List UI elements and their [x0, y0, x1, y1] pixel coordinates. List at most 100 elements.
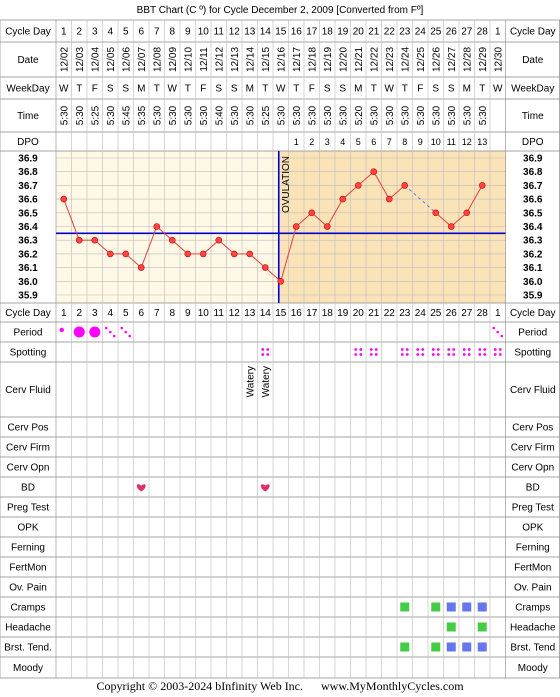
- row-label-bg: [0, 437, 56, 457]
- row-label-bg: [505, 77, 560, 99]
- row-label-bg: [0, 537, 56, 557]
- spotting-dot: [354, 348, 358, 351]
- spotting-dot: [447, 353, 451, 356]
- spotting-dot: [354, 353, 358, 356]
- row-label-bg: [505, 99, 560, 132]
- temperature-point: [60, 195, 68, 203]
- spotting-dot: [400, 353, 404, 356]
- time-cell: 5:30: [106, 105, 117, 125]
- date-cell: 12/07: [137, 47, 148, 72]
- temperature-segment: [388, 185, 406, 200]
- temperature-segment: [280, 226, 297, 282]
- temperature-segment: [218, 239, 235, 255]
- weekday-cell: T: [371, 84, 377, 95]
- cycle-day-number: 22: [384, 27, 396, 38]
- row-label-cerv-opn: Cerv Opn: [7, 463, 50, 474]
- period-heavy-dot: [89, 326, 101, 338]
- row-label-right-cycle-day: Cycle Day: [510, 308, 556, 319]
- date-cell: 12/10: [183, 47, 194, 72]
- cycle-day-number: 1: [495, 308, 501, 319]
- temperature-gap-segment: [404, 185, 437, 214]
- temperature-point: [106, 250, 114, 258]
- temperature-segment: [357, 171, 375, 186]
- y-tick-label-right: 36.3: [523, 236, 543, 247]
- row-label-bg: [505, 597, 560, 617]
- time-cell: 5:30: [245, 105, 256, 125]
- date-cell: 12/24: [400, 47, 411, 72]
- y-tick-label-right: 36.6: [523, 195, 543, 206]
- y-tick-label-right: 36.8: [523, 167, 543, 178]
- time-cell: 5:30: [369, 105, 380, 125]
- cycle-day-number: 9: [185, 27, 191, 38]
- row-label-weekday: WeekDay: [6, 84, 49, 95]
- date-cell: 12/30: [493, 47, 504, 72]
- bd-heart-icon: [260, 484, 270, 492]
- time-cell: 5:30: [416, 105, 427, 125]
- row-label-bg: [0, 20, 56, 42]
- cycle-day-number: 18: [322, 308, 334, 319]
- weekday-cell: T: [402, 84, 408, 95]
- spotting-dot: [369, 353, 373, 356]
- spotting-dot: [498, 353, 502, 356]
- row-label-right-time: Time: [522, 111, 544, 122]
- row-label-bg: [0, 303, 56, 322]
- row-label-right-cycle-day: Cycle Day: [510, 27, 556, 38]
- cycle-day-number: 23: [399, 27, 411, 38]
- cycle-day-number: 13: [244, 27, 256, 38]
- date-cell: 12/05: [106, 47, 117, 72]
- row-label-bg: [505, 537, 560, 557]
- temperature-point: [184, 250, 192, 258]
- date-cell: 12/14: [245, 47, 256, 72]
- temperature-point: [401, 182, 409, 189]
- weekday-cell: T: [479, 84, 485, 95]
- site-link[interactable]: www.MyMonthlyCycles.com: [321, 679, 464, 693]
- weekday-cell: W: [493, 84, 503, 95]
- cramps-mark: [462, 602, 472, 612]
- row-label-bg: [0, 99, 56, 132]
- temperature-point: [91, 236, 99, 244]
- temperature-point: [246, 250, 254, 258]
- time-cell: 5:25: [90, 105, 101, 125]
- temperature-point: [153, 223, 161, 230]
- row-label-right-brst-tend-right: Brst. Tend: [510, 643, 555, 654]
- temperature-point: [339, 195, 347, 203]
- temperature-point: [230, 250, 238, 258]
- time-cell: 5:30: [338, 105, 349, 125]
- brst-tend-mark: [462, 642, 472, 652]
- row-label-bg: [0, 517, 56, 537]
- temperature-point: [308, 209, 316, 217]
- temperature-point: [478, 182, 486, 189]
- spotting-dot: [498, 348, 502, 351]
- temperature-point: [463, 209, 471, 217]
- y-tick-label: 36.2: [18, 249, 38, 260]
- date-cell: 12/16: [276, 47, 287, 72]
- spotting-dot: [462, 353, 466, 356]
- bd-heart-icon: [136, 484, 146, 492]
- spotting-dot: [436, 348, 440, 351]
- cycle-day-number: 21: [368, 27, 380, 38]
- cycle-day-number: 12: [229, 308, 241, 319]
- cycle-day-number: 13: [244, 308, 256, 319]
- row-label-bg: [0, 577, 56, 597]
- spotting-dot: [431, 353, 435, 356]
- row-label-opk: OPK: [17, 523, 38, 534]
- weekday-cell: M: [137, 84, 145, 95]
- weekday-cell: M: [354, 84, 362, 95]
- row-label-bg: [505, 637, 560, 657]
- date-cell: 12/25: [416, 47, 427, 72]
- temperature-point: [75, 236, 83, 244]
- cycle-day-number: 23: [399, 308, 411, 319]
- row-label-right-cerv-opn: Cerv Opn: [511, 463, 554, 474]
- row-label-bg: [0, 617, 56, 637]
- y-tick-label-right: 36.7: [523, 181, 543, 192]
- date-cell: 12/06: [121, 47, 132, 72]
- cycle-day-number: 21: [368, 308, 380, 319]
- spotting-dot: [421, 348, 425, 351]
- spotting-dot: [462, 348, 466, 351]
- spotting-dot: [359, 353, 363, 356]
- row-label-bg: [505, 20, 560, 42]
- cycle-day-number: 19: [337, 308, 349, 319]
- row-label-time: Time: [17, 111, 39, 122]
- cycle-day-number: 3: [92, 27, 98, 38]
